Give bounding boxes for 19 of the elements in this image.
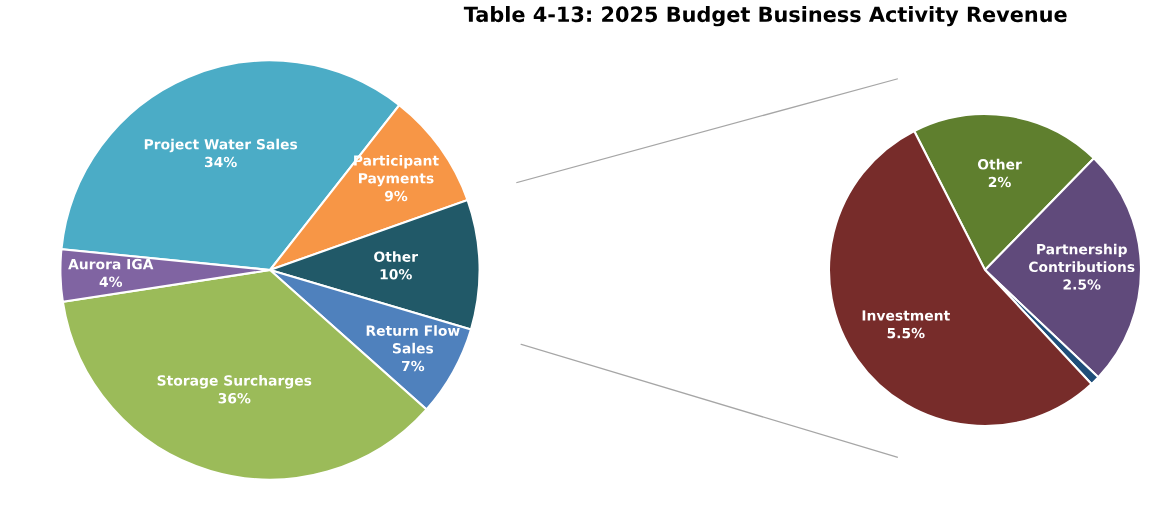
data-label: 7% — [401, 360, 425, 372]
text: Table 4-13: 2025 Budget Business Activity Revenue — [463, 6, 1067, 27]
slice-label: Storage Surcharges — [157, 374, 312, 389]
data-label: 4% — [99, 276, 123, 288]
slice-label: Partnership Contributions — [1029, 243, 1135, 273]
data-label: 9% — [384, 190, 408, 202]
slice-label: Other — [374, 251, 418, 262]
slice-label: Investment — [862, 310, 950, 321]
slice-label: Participant Payments — [354, 155, 439, 187]
data-label: 34% — [204, 156, 237, 168]
slice-label: Other — [977, 158, 1022, 170]
data-label: 2.5% — [1063, 279, 1101, 290]
data-label: 2% — [988, 176, 1011, 188]
data-label: 36% — [218, 392, 251, 404]
data-label: 5.5% — [887, 327, 925, 339]
data-label: 10% — [380, 269, 412, 280]
slice-label: Return Flow Sales — [366, 325, 460, 354]
slice-label: Project Water Sales — [144, 138, 298, 153]
slice-label: Aurora IGA — [68, 258, 154, 270]
